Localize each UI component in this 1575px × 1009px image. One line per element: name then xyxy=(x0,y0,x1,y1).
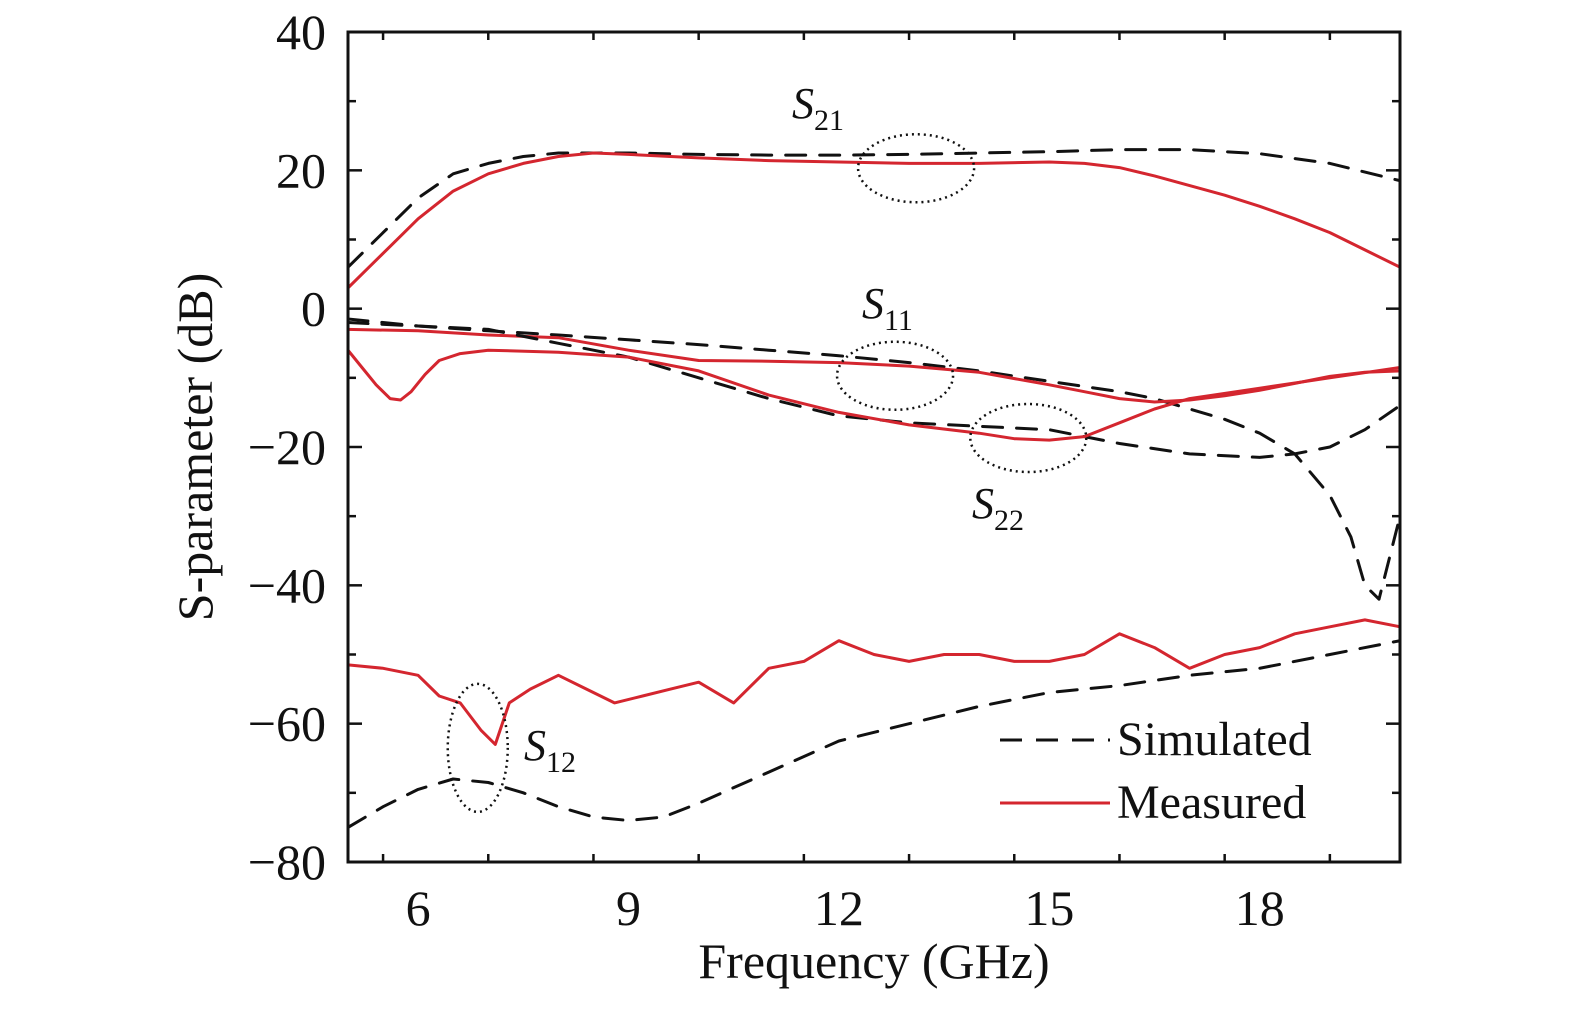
x-axis-label: Frequency (GHz) xyxy=(698,933,1049,989)
annotation-symbol: S xyxy=(972,479,994,528)
s22-label: S22 xyxy=(972,479,1024,537)
s21-label: S21 xyxy=(792,79,844,137)
x-tick-label: 15 xyxy=(1024,880,1074,936)
annotation-subscript: 12 xyxy=(546,746,576,779)
s11-ellipse xyxy=(835,340,955,412)
y-tick-label: 40 xyxy=(276,4,326,60)
y-tick-label: −60 xyxy=(248,696,326,752)
y-tick-label: 20 xyxy=(276,142,326,198)
series-layer xyxy=(348,148,1400,829)
legend-simulated-label: Simulated xyxy=(1117,713,1312,766)
s12-ellipse xyxy=(446,682,509,814)
annotation-subscript: 11 xyxy=(884,304,913,337)
series-s21-measured xyxy=(348,151,1400,290)
series-s22-simulated xyxy=(348,321,1400,459)
series-s11-simulated xyxy=(348,317,1400,601)
x-tick-label: 9 xyxy=(616,880,641,936)
series-s12-measured xyxy=(348,618,1400,746)
y-tick-label: −40 xyxy=(248,557,326,613)
annotation-subscript: 22 xyxy=(994,504,1024,537)
y-tick-label: −80 xyxy=(248,834,326,890)
legend-measured-label: Measured xyxy=(1117,776,1306,829)
x-tick-label: 18 xyxy=(1235,880,1285,936)
x-tick-label: 12 xyxy=(814,880,864,936)
s22-ellipse xyxy=(969,402,1088,474)
ticks-layer: 6 9 12 15 18 40 20 0 −20 −40 −60 −80 xyxy=(248,4,1400,936)
s12-label: S12 xyxy=(524,721,576,779)
s21-ellipse xyxy=(856,133,976,204)
series-s22-measured xyxy=(348,348,1400,442)
y-tick-label: −20 xyxy=(248,419,326,475)
legend: Simulated Measured xyxy=(1000,713,1312,829)
annotation-symbol: S xyxy=(862,279,884,328)
annotation-symbol: S xyxy=(792,79,814,128)
series-s12-simulated xyxy=(348,639,1400,829)
y-axis-label: S-parameter (dB) xyxy=(167,273,223,621)
y-tick-label: 0 xyxy=(301,281,326,337)
s11-label: S11 xyxy=(862,279,913,337)
annotation-subscript: 21 xyxy=(814,104,844,137)
series-s21-simulated xyxy=(348,148,1400,269)
x-tick-label: 6 xyxy=(406,880,431,936)
annotation-symbol: S xyxy=(524,721,546,770)
